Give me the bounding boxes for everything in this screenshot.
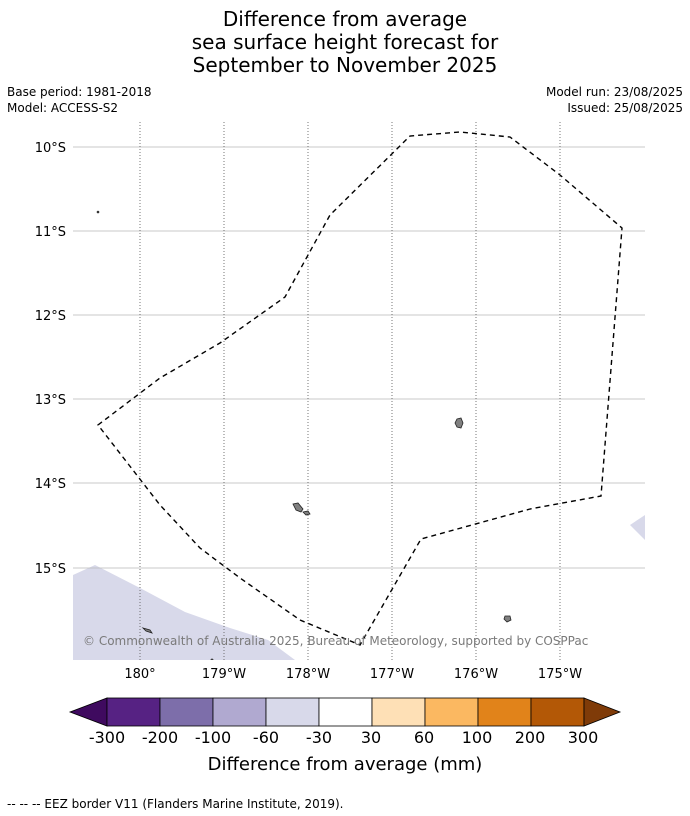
lat-label-12s: 12°S — [35, 309, 66, 324]
islet-south — [210, 658, 214, 660]
colorbar-segment — [159, 697, 214, 727]
cb-tick-label: 200 — [515, 728, 546, 747]
colorbar-segment — [477, 697, 532, 727]
lat-label-10s: 10°S — [35, 141, 66, 156]
lat-label-13s: 13°S — [35, 393, 66, 408]
latitude-labels: 10°S 11°S 12°S 13°S 14°S 15°S — [35, 141, 66, 577]
lon-label-177w: 177°W — [370, 667, 414, 682]
lon-label-178w: 178°W — [286, 667, 330, 682]
meta-right: Model run: 23/08/2025 Issued: 25/08/2025 — [546, 84, 683, 116]
colorbar-segment — [265, 697, 320, 727]
colorbar-segment — [424, 697, 479, 727]
colorbar-segment — [371, 697, 426, 727]
colorbar-segment — [212, 697, 267, 727]
cb-tick-label: -30 — [306, 728, 332, 747]
island-futuna — [292, 502, 304, 513]
base-period: Base period: 1981-2018 — [7, 85, 152, 99]
title-line-3: September to November 2025 — [192, 53, 498, 77]
island-alofi — [302, 510, 311, 516]
lat-label-15s: 15°S — [35, 562, 66, 577]
colorbar-extend-low — [68, 697, 108, 727]
longitude-gridlines — [139, 122, 561, 660]
cb-tick-label: 60 — [414, 728, 434, 747]
cb-tick-label: -300 — [89, 728, 125, 747]
map-plot-area: © Commonwealth of Australia 2025, Bureau… — [73, 122, 645, 660]
colorbar-tick-labels: -300 -200 -100 -60 -30 30 60 100 200 300 — [89, 728, 598, 747]
colorbar — [68, 697, 622, 727]
model-run: Model run: 23/08/2025 — [545, 85, 683, 99]
cb-tick-label: 100 — [462, 728, 493, 747]
lon-label-180: 180° — [124, 667, 155, 682]
lon-label-176w: 176°W — [454, 667, 498, 682]
colorbar-segment — [106, 697, 161, 727]
longitude-labels: 180° 179°W 178°W 177°W 176°W 175°W — [124, 667, 582, 682]
colorbar-segment — [318, 697, 373, 727]
eez-footnote: -- -- -- EEZ border V11 (Flanders Marine… — [7, 797, 344, 811]
anomaly-area-southwest — [73, 565, 295, 660]
colorbar-title: Difference from average (mm) — [208, 754, 483, 775]
model-name: Model: ACCESS-S2 — [7, 101, 119, 115]
title-line-1: Difference from average — [222, 7, 468, 31]
meta-left: Base period: 1981-2018 Model: ACCESS-S2 — [7, 84, 152, 116]
islands — [96, 210, 512, 660]
cb-tick-label: -100 — [195, 728, 231, 747]
lon-label-175w: 175°W — [538, 667, 582, 682]
island-southeast — [503, 615, 512, 623]
colorbar-segment — [530, 697, 585, 727]
issued-date: Issued: 25/08/2025 — [567, 101, 683, 115]
cb-tick-label: -60 — [253, 728, 279, 747]
lon-label-179w: 179°W — [202, 667, 246, 682]
latitude-gridlines — [73, 146, 645, 569]
eez-border — [97, 131, 623, 646]
lat-label-14s: 14°S — [35, 477, 66, 492]
islet-northwest — [96, 210, 100, 214]
copyright-text: © Commonwealth of Australia 2025, Bureau… — [83, 634, 588, 648]
island-southwest — [141, 627, 153, 634]
island-wallis — [454, 417, 464, 429]
anomaly-area-east — [630, 515, 645, 540]
colorbar-extend-high — [583, 697, 622, 727]
map-title: Difference from average sea surface heig… — [0, 8, 690, 77]
title-line-2: sea surface height forecast for — [191, 30, 499, 54]
cb-tick-label: -200 — [142, 728, 178, 747]
lat-label-11s: 11°S — [35, 225, 66, 240]
cb-tick-label: 300 — [568, 728, 599, 747]
cb-tick-label: 30 — [361, 728, 381, 747]
